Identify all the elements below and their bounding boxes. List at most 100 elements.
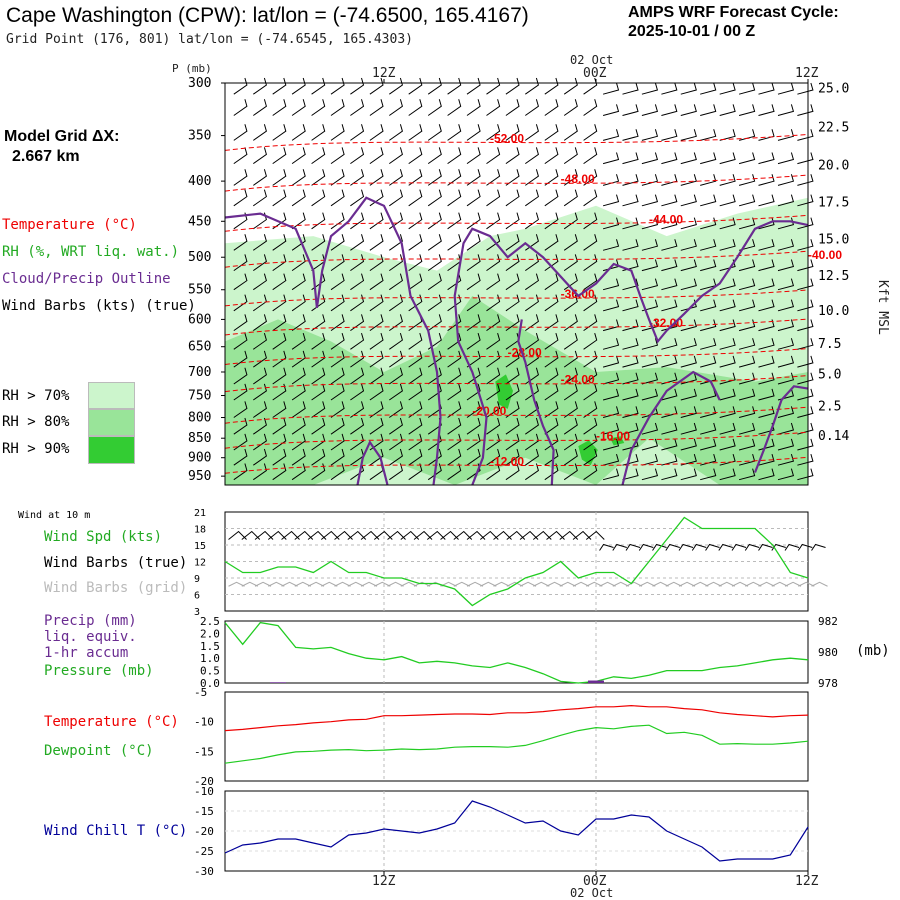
sfc-barb-true <box>413 530 433 540</box>
sfc-barb-true <box>493 530 512 540</box>
wind-barb <box>583 332 598 350</box>
wind-barb <box>505 417 520 435</box>
wind-barb <box>680 152 697 165</box>
sfc-barb-grid <box>665 581 683 587</box>
wind-barb <box>233 350 248 368</box>
sfc-barb-grid <box>294 581 312 587</box>
rh90-region-a <box>495 374 513 409</box>
wind-barb <box>622 239 639 251</box>
wind-barb <box>486 147 501 165</box>
wind-barb <box>233 189 248 207</box>
wind-barb <box>758 129 775 141</box>
wind-barb <box>389 448 403 466</box>
sfc-barb-true <box>479 530 499 540</box>
wind-barb <box>680 422 697 435</box>
wind-barb <box>311 314 326 332</box>
wind-barb <box>272 189 287 207</box>
wind-barb <box>233 294 248 312</box>
wind-barb <box>350 234 365 251</box>
wind-barb <box>369 212 384 230</box>
wind-barb <box>777 406 795 418</box>
wind-barb <box>408 273 423 291</box>
sfc-barb-true <box>652 543 667 551</box>
temp-tick-label: -5 <box>194 686 207 699</box>
legend-wind-barbs: Wind Barbs (kts) (true) <box>2 298 196 314</box>
wind-barb <box>330 169 345 186</box>
wind-barb <box>486 448 501 466</box>
wind-barb <box>505 350 520 368</box>
wind-barb <box>719 406 736 418</box>
wind-barb <box>291 147 306 165</box>
precip-tick-label: 0.0 <box>200 677 220 690</box>
wind-barb <box>233 401 248 418</box>
wind-barb <box>486 77 501 95</box>
wind-barb <box>544 332 559 350</box>
wind-barb <box>758 355 775 368</box>
wind-barb <box>700 438 717 451</box>
windchill-tick-label: -15 <box>194 805 214 818</box>
wind-barb <box>622 129 639 141</box>
wind-barb <box>466 367 481 385</box>
kft-tick-label: 12.5 <box>818 269 849 284</box>
dewpoint-label: Dewpoint (°C) <box>44 743 154 759</box>
wind-barb <box>466 383 481 401</box>
wind-barb <box>330 401 345 418</box>
wind-barb <box>291 448 306 466</box>
wind-barb <box>622 406 639 418</box>
model-grid-label: Model Grid ΔX: <box>4 128 120 145</box>
wind-barb <box>350 433 365 451</box>
wind-barb <box>369 401 384 418</box>
wind-barb <box>253 314 267 332</box>
wind-barb <box>758 338 775 350</box>
wind-barb <box>311 124 326 141</box>
sfc-barb-true <box>625 543 641 551</box>
wind-barb <box>369 254 384 272</box>
wind-barb <box>350 367 365 385</box>
wind-barb <box>427 189 442 207</box>
wind-barb <box>563 463 578 481</box>
wind-barb <box>311 463 326 481</box>
wind-barb <box>622 422 639 435</box>
wind-barb <box>777 217 795 230</box>
wind-barb <box>369 350 384 368</box>
cloud-outline-4 <box>517 319 555 486</box>
sfc-barb-true <box>254 530 274 540</box>
wind-barb <box>486 332 501 350</box>
wind-barb <box>602 174 620 186</box>
wind-barb <box>427 463 442 481</box>
sfc-barb-true <box>705 543 720 551</box>
wind-barb <box>233 147 248 165</box>
wind-barb <box>661 194 678 207</box>
wind-barb <box>272 294 287 312</box>
wind-barb <box>700 372 717 385</box>
wind-barb <box>700 406 717 418</box>
sfc-barb-true <box>347 530 367 540</box>
wind-barb <box>272 350 287 368</box>
wind-barb <box>622 152 639 165</box>
wind-barb <box>447 463 462 481</box>
wind-barb <box>738 319 756 332</box>
sfc-barb-grid <box>281 581 298 587</box>
wind-barb <box>622 82 639 95</box>
wind-barb <box>233 234 248 251</box>
wind-barb <box>466 254 481 272</box>
wind-barb <box>544 124 559 141</box>
wind-barb <box>272 417 287 435</box>
wind-barb <box>738 104 756 116</box>
temperature-contour <box>224 348 809 365</box>
sfc-barb-true <box>267 530 287 540</box>
sfc-barb-grid <box>241 581 259 587</box>
wind-barb <box>389 234 403 251</box>
wind-barb <box>330 350 345 368</box>
sfc-barb-true <box>519 530 539 540</box>
sfc-barb-true <box>572 530 592 540</box>
wind-barb <box>797 372 814 385</box>
sfc-barb-true <box>506 530 526 540</box>
wind-barb <box>680 129 697 141</box>
wind-barb <box>661 299 678 312</box>
wind-barb <box>738 278 756 291</box>
wind-barb <box>622 278 639 291</box>
wind-barb <box>544 417 559 435</box>
wind-barb <box>583 448 598 466</box>
wind-barb <box>272 332 287 350</box>
